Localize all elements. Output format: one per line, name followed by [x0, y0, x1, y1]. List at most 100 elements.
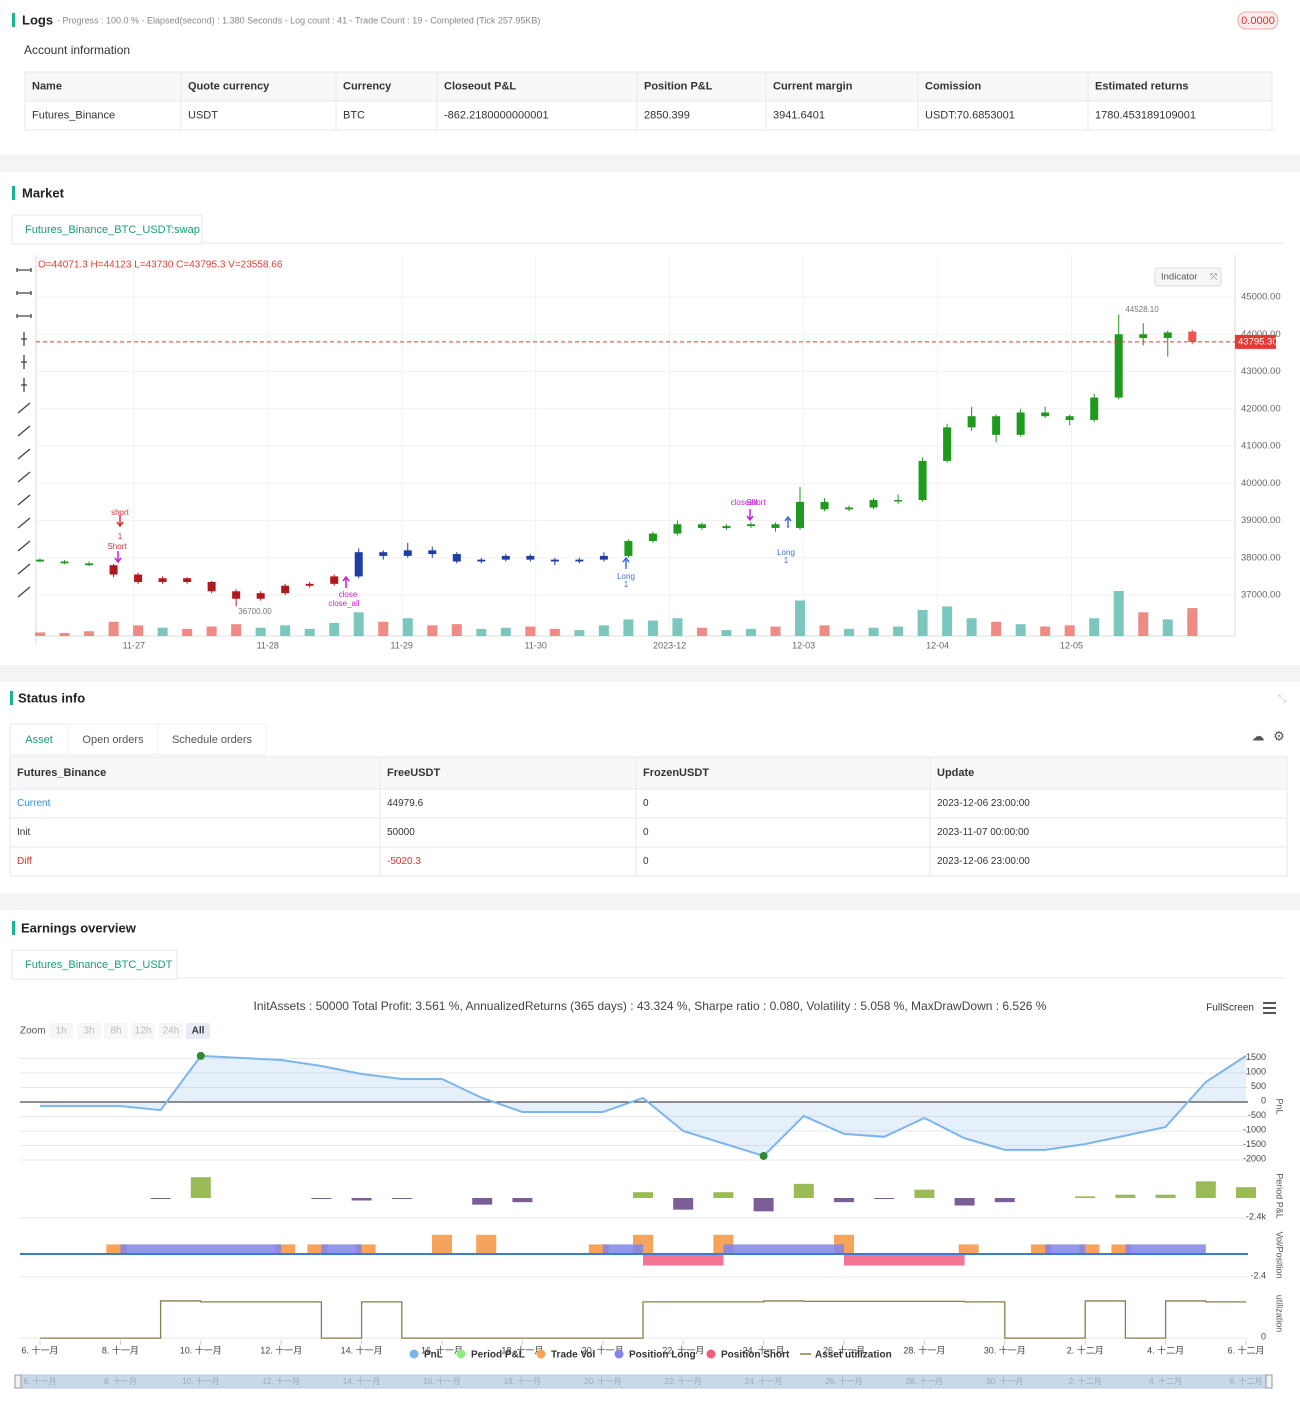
tool-icon[interactable] [21, 378, 27, 392]
zoom-button[interactable] [131, 1023, 155, 1039]
tab-label[interactable]: Schedule orders [172, 734, 253, 746]
tab-label[interactable]: Open orders [82, 734, 144, 746]
tab-label[interactable]: Futures_Binance_BTC_USDT:swap [25, 224, 200, 236]
tab[interactable] [157, 723, 267, 756]
log-summary: - Progress : 100.0 % - Elapsed(second) :… [57, 15, 540, 25]
tool-icon[interactable] [16, 268, 32, 272]
tool-icon[interactable] [17, 586, 31, 598]
candle-body [1016, 412, 1025, 435]
axis-title: utilization [1275, 1295, 1285, 1333]
tool-icon[interactable] [17, 448, 31, 460]
tool-icon[interactable] [21, 355, 27, 369]
candle-body [599, 555, 608, 560]
navigator-label: 8. 十一月 [104, 1376, 137, 1386]
volume-bar [844, 628, 855, 636]
x-tick-label: 22. 十一月 [662, 1344, 704, 1355]
tool-icon[interactable] [17, 402, 31, 414]
y-tick-label: -1000 [1243, 1124, 1266, 1134]
tab-label[interactable]: Asset [25, 734, 53, 746]
tool-icon[interactable] [17, 517, 31, 529]
fullscreen-button[interactable]: FullScreen [1206, 1003, 1254, 1014]
table-cell: USDT:70.6853001 [925, 109, 1015, 121]
table-cell: USDT [188, 109, 218, 121]
legend-label[interactable]: Position Short [721, 1350, 790, 1361]
period-pnl-bar [793, 1183, 814, 1198]
collapse-icon[interactable]: ⤡ [1278, 693, 1287, 705]
zoom-button-label[interactable]: 12h [135, 1026, 152, 1037]
signal-arrow [116, 515, 124, 528]
navigator-handle[interactable] [1265, 1374, 1273, 1389]
tab[interactable] [11, 214, 203, 245]
tab[interactable] [11, 949, 178, 980]
candle-body [575, 559, 584, 562]
annotation: Long [777, 548, 795, 557]
tool-icon[interactable] [17, 471, 31, 483]
period-pnl-bar [834, 1198, 854, 1203]
zoom-button[interactable] [77, 1023, 101, 1039]
candle-body [428, 550, 437, 555]
table-cell: 3941.6401 [773, 109, 825, 121]
period-pnl-bar [1115, 1194, 1136, 1198]
trade-vol-bar [1079, 1244, 1100, 1254]
legend-label[interactable]: Period P&L [471, 1350, 525, 1361]
table-cell: 0 [643, 856, 649, 867]
candle-body [673, 524, 682, 534]
volume-bar [598, 625, 609, 636]
volume-bar [255, 627, 266, 636]
tool-icon[interactable] [21, 332, 27, 346]
zoom-button[interactable] [159, 1023, 183, 1039]
tab-label[interactable]: Futures_Binance_BTC_USDT [25, 959, 173, 971]
zoom-button-label[interactable]: 1h [55, 1026, 66, 1037]
navigator-handle[interactable] [14, 1374, 22, 1389]
settings-icon[interactable]: ⚙ [1273, 728, 1285, 743]
candle-body [894, 500, 903, 502]
tool-icon[interactable] [16, 291, 32, 295]
menu-icon[interactable] [1263, 1002, 1276, 1014]
axis-title: Vol/Position [1275, 1231, 1285, 1278]
section-marker [12, 921, 15, 935]
signal-arrow [784, 515, 792, 528]
x-tick-label: 4. 十二月 [1147, 1344, 1184, 1355]
period-pnl-bar [874, 1198, 895, 1199]
volume-bar [1162, 619, 1173, 636]
tool-icon[interactable] [17, 494, 31, 506]
volume-bar [574, 630, 585, 636]
indicator-button[interactable] [1154, 267, 1222, 287]
legend-label[interactable]: PnL [424, 1350, 443, 1361]
zoom-button-label[interactable]: All [192, 1026, 205, 1037]
signal-arrow [622, 556, 630, 569]
zoom-button-label[interactable]: 3h [83, 1026, 94, 1037]
section-marker [10, 691, 13, 705]
tab[interactable] [9, 723, 69, 756]
trade-vol-bar [355, 1244, 376, 1254]
column-header: Quote currency [188, 80, 270, 92]
candle-body [746, 524, 755, 527]
tool-icon[interactable] [17, 563, 31, 575]
zoom-button[interactable] [104, 1023, 128, 1039]
candle-body [943, 427, 952, 461]
tool-icon[interactable] [17, 540, 31, 552]
upload-icon[interactable]: ☁ [1252, 728, 1265, 743]
candle-body [992, 416, 1001, 435]
indicator-label[interactable]: Indicator [1161, 272, 1197, 283]
annotation: 36700.00 [238, 607, 272, 616]
x-tick-label: 26. 十一月 [823, 1344, 865, 1355]
legend-label[interactable]: Position Long [629, 1350, 696, 1361]
zoom-button-label[interactable]: 8h [110, 1026, 121, 1037]
tool-icon[interactable] [17, 425, 31, 437]
volume-bar [427, 625, 438, 636]
zoom-button[interactable] [49, 1023, 73, 1039]
tab[interactable] [67, 723, 159, 756]
navigator-label: 6. 十一月 [24, 1376, 57, 1386]
period-pnl-bar [351, 1198, 372, 1201]
price-label-bg [1235, 334, 1276, 349]
legend-label[interactable]: Trade Vol [551, 1350, 595, 1361]
candle-body [256, 593, 265, 599]
legend-label[interactable]: Asset utilization [815, 1350, 892, 1361]
x-tick-label: 11-28 [257, 640, 279, 650]
zoom-button[interactable] [186, 1023, 210, 1039]
zoom-button-label[interactable]: 24h [163, 1026, 180, 1037]
table-header-bg [9, 756, 1288, 790]
tool-icon[interactable] [16, 314, 32, 318]
expand-icon[interactable]: ⤧ [1210, 271, 1217, 281]
